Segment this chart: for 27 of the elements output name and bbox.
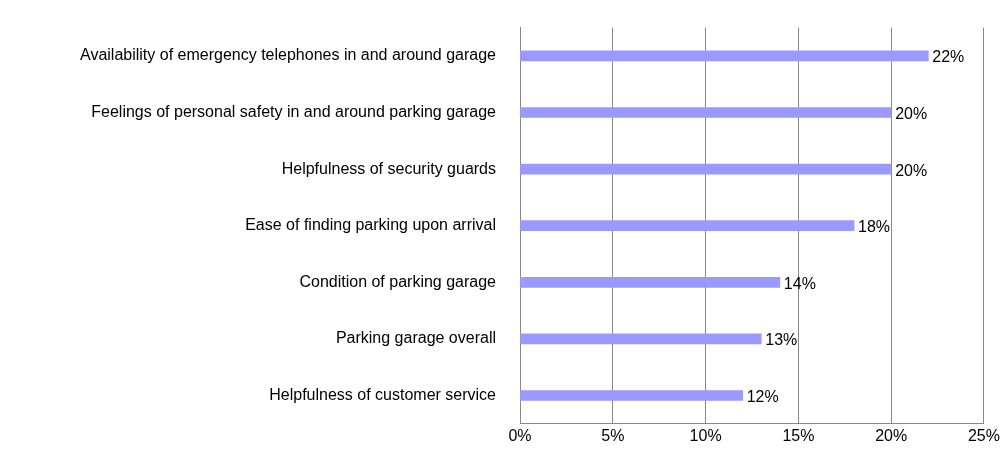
- x-tick-label: 10%: [689, 426, 722, 444]
- data-label: 18%: [858, 218, 891, 236]
- x-tick-label: 0%: [508, 426, 532, 444]
- y-tick-label: Ease of finding parking upon arrival: [245, 216, 496, 234]
- y-tick-label: Parking garage overall: [335, 329, 496, 347]
- bar: [520, 50, 929, 62]
- y-tick-label: Condition of parking garage: [299, 272, 497, 290]
- data-label: 20%: [895, 104, 928, 122]
- y-tick-label: Availability of emergency telephones in and around garage: [80, 46, 497, 64]
- bar: [520, 276, 781, 288]
- y-tick-label: Helpfulness of customer service: [269, 385, 497, 403]
- bar: [520, 163, 892, 175]
- x-tick-label: 15%: [782, 426, 815, 444]
- x-tick-label: 20%: [875, 426, 908, 444]
- bar: [520, 333, 762, 345]
- x-tick-label: 5%: [601, 426, 625, 444]
- bar: [520, 107, 892, 118]
- y-tick-label: Feelings of personal safety in and around parking garage: [91, 102, 497, 120]
- data-label: 13%: [765, 331, 798, 349]
- data-label: 22%: [932, 48, 965, 66]
- bar: [520, 220, 855, 232]
- data-label: 20%: [895, 161, 928, 179]
- bar: [520, 390, 744, 401]
- data-label: 12%: [746, 387, 779, 405]
- data-label: 14%: [783, 274, 816, 292]
- y-tick-label: Helpfulness of security guards: [281, 159, 496, 177]
- x-tick-label: 25%: [967, 426, 1000, 444]
